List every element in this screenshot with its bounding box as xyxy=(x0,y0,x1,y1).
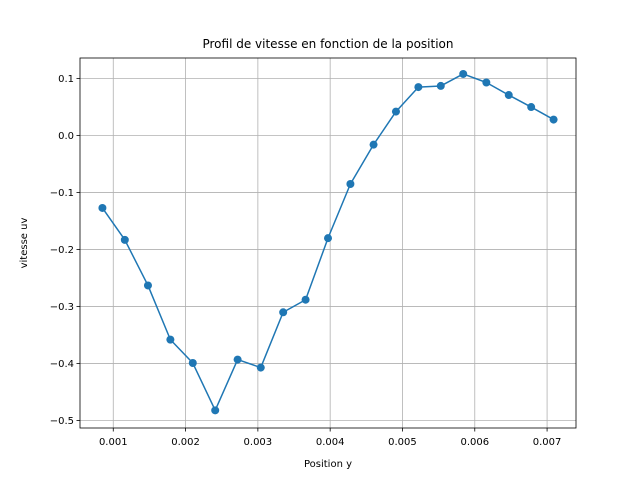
x-tick-label: 0.004 xyxy=(316,437,345,448)
data-point xyxy=(482,78,491,87)
data-point xyxy=(211,406,220,415)
x-tick-label: 0.003 xyxy=(244,437,273,448)
data-point xyxy=(504,91,513,100)
data-point xyxy=(143,281,152,290)
plot-frame xyxy=(79,57,577,429)
data-point xyxy=(549,115,558,124)
data-point xyxy=(256,363,265,372)
data-point xyxy=(527,103,536,112)
data-point xyxy=(436,81,445,90)
ticks: 0.001 0.002 0.003 0.004 0.005 0.006 0.007 0.1 0.… xyxy=(50,74,562,448)
data-point xyxy=(233,355,242,364)
data-point xyxy=(459,69,468,78)
x-tick-label: 0.001 xyxy=(99,437,128,448)
x-axis-label: Position y xyxy=(304,459,352,470)
data-point xyxy=(301,295,310,304)
data-point xyxy=(98,203,107,212)
data-point xyxy=(188,359,197,368)
data-point xyxy=(369,140,378,149)
data-point xyxy=(166,335,175,344)
data-point xyxy=(391,107,400,116)
x-tick-label: 0.002 xyxy=(171,437,200,448)
data-point xyxy=(120,235,129,244)
data-point xyxy=(346,179,355,188)
data-point xyxy=(279,308,288,317)
chart-title: Profil de vitesse en fonction de la posi… xyxy=(202,37,453,51)
x-tick-label: 0.005 xyxy=(388,437,417,448)
y-tick-label: 0.0 xyxy=(58,131,74,142)
y-tick-label: −0.1 xyxy=(50,188,74,199)
series-layer xyxy=(98,69,558,415)
y-tick-label: 0.1 xyxy=(58,74,74,85)
x-tick-label: 0.006 xyxy=(460,437,489,448)
data-point xyxy=(324,234,332,243)
y-tick-label: −0.2 xyxy=(50,245,74,256)
data-point xyxy=(414,83,423,92)
y-tick-label: −0.5 xyxy=(50,416,74,427)
grid xyxy=(80,58,576,428)
y-tick-label: −0.4 xyxy=(50,359,74,370)
y-axis-label: vitesse uv xyxy=(19,218,30,269)
x-tick-label: 0.007 xyxy=(533,437,562,448)
y-tick-label: −0.3 xyxy=(50,302,74,313)
